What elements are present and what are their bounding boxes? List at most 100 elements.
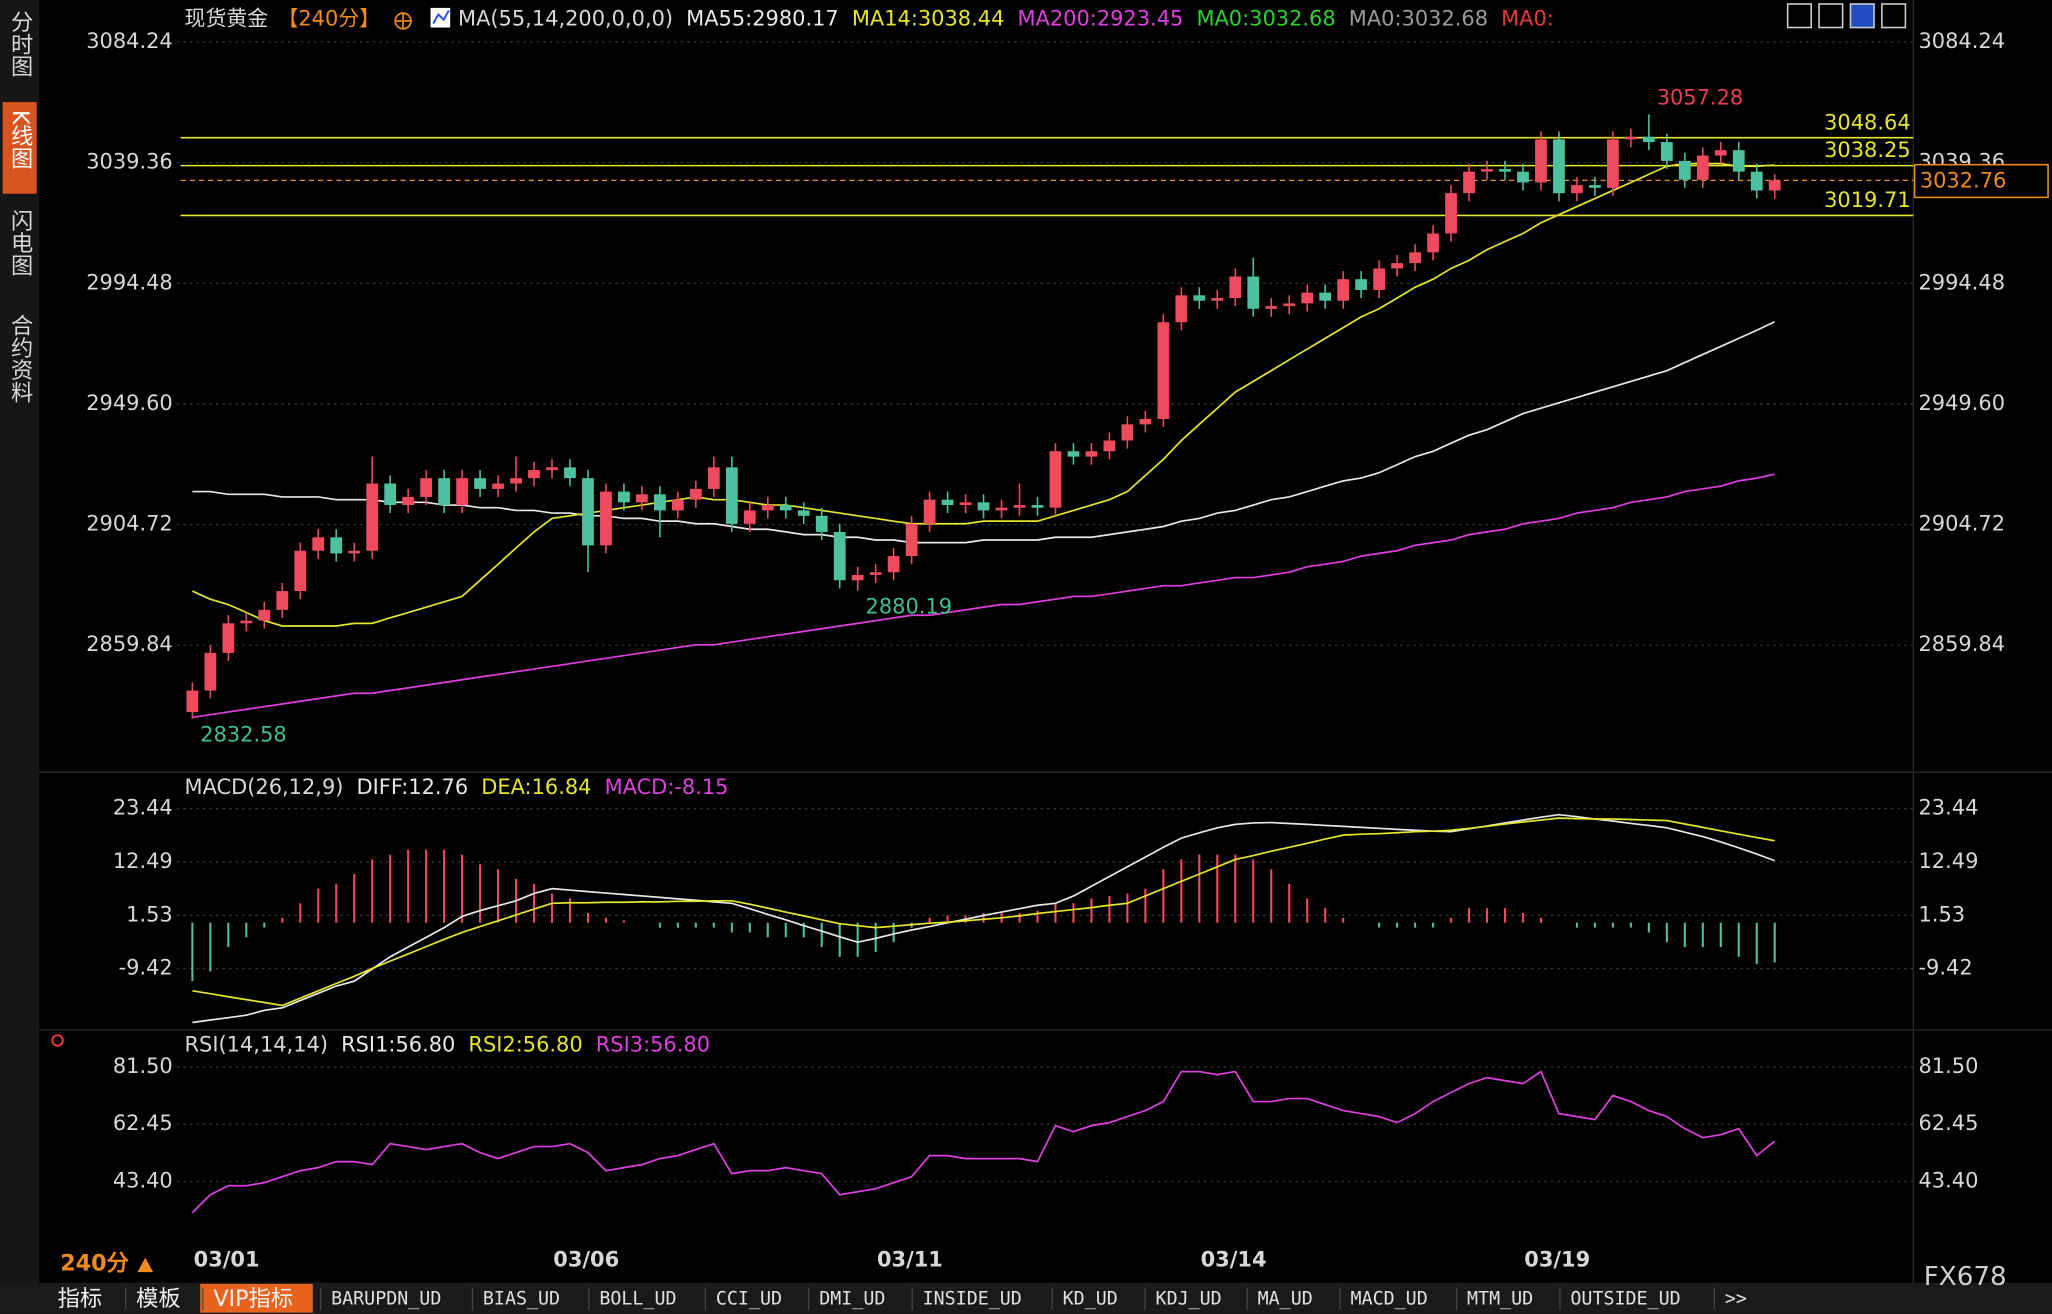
y2-tick-label: 2859.84 bbox=[1919, 632, 2006, 656]
ma-line bbox=[192, 473, 1775, 719]
y-tick-label: 62.45 bbox=[113, 1111, 173, 1135]
period-label: 【240分】 bbox=[277, 7, 380, 31]
candle-body bbox=[1553, 139, 1565, 194]
legend-entry: DEA:16.84 bbox=[481, 775, 591, 799]
toolbar-tab[interactable]: VIP指标 bbox=[213, 1286, 293, 1312]
candle-body bbox=[995, 507, 1008, 511]
rsi-icon[interactable] bbox=[51, 1034, 64, 1047]
candle-body bbox=[366, 483, 379, 551]
candle-body bbox=[761, 505, 774, 511]
candle-body bbox=[1445, 193, 1457, 234]
legend-entry: MA200:2923.45 bbox=[1017, 7, 1183, 31]
toolbar-tab[interactable]: KDJ_UD bbox=[1156, 1289, 1222, 1310]
level-label: 3038.25 bbox=[1824, 138, 1911, 162]
candle-body bbox=[851, 574, 864, 581]
layout-icon[interactable] bbox=[1881, 3, 1907, 29]
brand: FX678 bbox=[1924, 1262, 2007, 1292]
candle-body bbox=[1265, 306, 1278, 309]
sidebar-tab[interactable]: 闪电图 bbox=[7, 209, 33, 276]
toolbar-tab[interactable]: BOLL_UD bbox=[599, 1289, 676, 1310]
candle-body bbox=[1175, 295, 1188, 323]
legend-entry: MA14:3038.44 bbox=[852, 7, 1005, 31]
panel-legend: MA(55,14,200,0,0,0) MA55:2980.17 MA14:3038… bbox=[458, 7, 1554, 31]
legend-entry: MA(55,14,200,0,0,0) bbox=[458, 7, 673, 31]
candle-body bbox=[1517, 171, 1529, 183]
sidebar-tab[interactable]: 合约资料 bbox=[7, 314, 33, 404]
candle-body bbox=[707, 467, 720, 489]
candle-body bbox=[905, 523, 918, 557]
macd-line bbox=[192, 817, 1775, 1007]
period-arrow[interactable] bbox=[137, 1257, 154, 1273]
layout-icon[interactable] bbox=[1849, 3, 1875, 29]
layout-icon[interactable] bbox=[1786, 3, 1812, 29]
candle-body bbox=[1157, 322, 1170, 419]
y-tick-label: 2949.60 bbox=[86, 391, 173, 415]
candle-body bbox=[1732, 150, 1745, 172]
candle-body bbox=[1337, 279, 1350, 301]
active-tab-bg bbox=[2, 102, 37, 194]
y2-tick-label: 12.49 bbox=[1919, 849, 1979, 873]
candle-body bbox=[1031, 505, 1044, 508]
toolbar-tab[interactable]: MA_UD bbox=[1258, 1289, 1313, 1310]
toolbar-tab[interactable]: OUTSIDE_UD bbox=[1570, 1289, 1680, 1310]
candle-body bbox=[1067, 451, 1080, 457]
level-label: 3019.71 bbox=[1824, 188, 1911, 212]
toolbar-tab[interactable]: KD_UD bbox=[1063, 1289, 1118, 1310]
candle-body bbox=[1571, 185, 1583, 194]
ma-line bbox=[192, 162, 1775, 627]
legend-entry: RSI(14,14,14) bbox=[185, 1033, 328, 1057]
candle-body bbox=[653, 494, 666, 511]
toolbar-tab[interactable]: DMI_UD bbox=[819, 1289, 885, 1310]
candle-body bbox=[564, 467, 576, 479]
level-label: 3048.64 bbox=[1824, 110, 1911, 134]
low-label: 2832.58 bbox=[200, 723, 287, 747]
ma-line bbox=[192, 320, 1776, 544]
candle-body bbox=[1463, 171, 1475, 194]
period-selector[interactable]: 240分 bbox=[60, 1251, 129, 1277]
last-price-box bbox=[1913, 163, 2049, 199]
y2-tick-label: 2904.72 bbox=[1919, 512, 2006, 536]
y2-tick-label: 23.44 bbox=[1919, 796, 1979, 820]
candle-body bbox=[438, 478, 451, 506]
candle-body bbox=[258, 609, 271, 621]
layout-icon[interactable] bbox=[1818, 3, 1844, 29]
candle-body bbox=[1013, 505, 1026, 508]
sidebar-tab[interactable]: K线图 bbox=[7, 110, 33, 169]
toolbar-tab[interactable]: 指标 bbox=[58, 1286, 102, 1312]
candle-body bbox=[1049, 451, 1062, 508]
candle-body bbox=[636, 494, 648, 503]
candle-body bbox=[1768, 180, 1781, 191]
candle-body bbox=[510, 478, 522, 484]
toolbar-tab[interactable]: >> bbox=[1725, 1289, 1747, 1310]
toolbar-tab[interactable]: BARUPDN_UD bbox=[331, 1289, 441, 1310]
y-tick-label: 23.44 bbox=[113, 796, 173, 820]
sidebar-tab[interactable]: 分时图 bbox=[7, 10, 33, 77]
toolbar-tab[interactable]: MTM_UD bbox=[1467, 1289, 1533, 1310]
candle-body bbox=[815, 515, 828, 532]
candle-body bbox=[1193, 295, 1206, 301]
toolbar-tab[interactable]: MACD_UD bbox=[1351, 1289, 1428, 1310]
candle-body bbox=[1589, 185, 1601, 188]
candle-body bbox=[420, 478, 433, 497]
candle-body bbox=[348, 550, 361, 554]
y2-tick-label: 43.40 bbox=[1919, 1168, 1979, 1192]
candle-body bbox=[1427, 233, 1439, 253]
y-tick-label: -9.42 bbox=[119, 956, 173, 980]
candle-body bbox=[474, 478, 486, 489]
instrument-title: 现货黄金 bbox=[185, 7, 269, 31]
legend-entry: RSI1:56.80 bbox=[341, 1033, 455, 1057]
candle-body bbox=[1535, 139, 1547, 183]
y-tick-label: 43.40 bbox=[113, 1168, 173, 1192]
x-tick-label: 03/14 bbox=[1201, 1247, 1267, 1271]
candle-body bbox=[725, 467, 738, 524]
candle-body bbox=[330, 537, 343, 554]
toolbar-tab[interactable]: CCI_UD bbox=[716, 1289, 782, 1310]
candle-body bbox=[977, 502, 990, 511]
candle-body bbox=[402, 496, 415, 506]
toolbar-tab[interactable]: INSIDE_UD bbox=[923, 1289, 1022, 1310]
toolbar-tab[interactable]: BIAS_UD bbox=[483, 1289, 560, 1310]
candle-body bbox=[456, 478, 468, 506]
toolbar-tab[interactable]: 模板 bbox=[136, 1286, 180, 1312]
y-tick-label: 12.49 bbox=[113, 849, 173, 873]
